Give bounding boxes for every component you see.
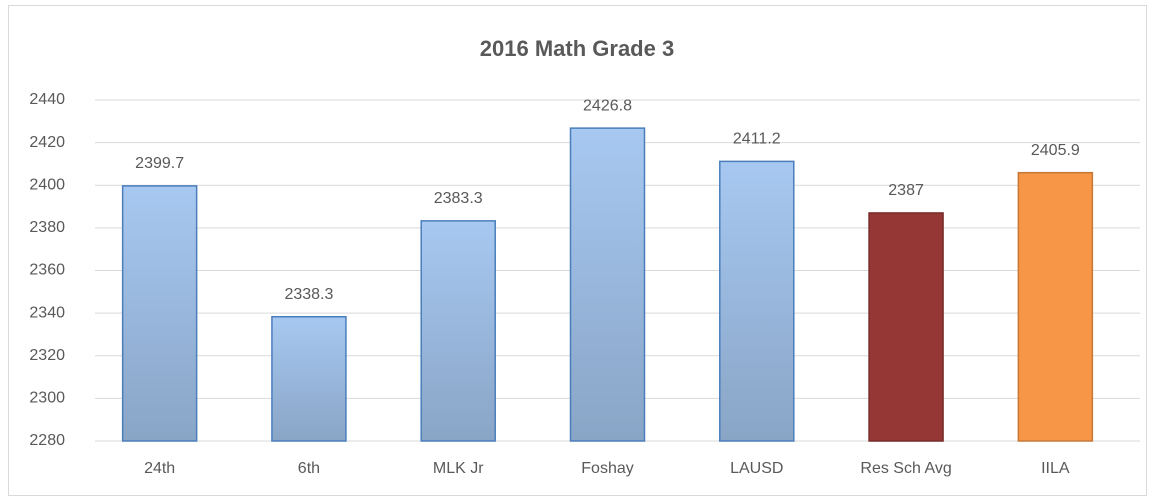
y-tick-label: 2380 bbox=[29, 219, 65, 236]
x-tick-label: 24th bbox=[144, 460, 175, 477]
bar bbox=[271, 315, 347, 442]
data-label: 2426.8 bbox=[583, 97, 632, 114]
data-label: 2383.3 bbox=[434, 190, 483, 207]
y-tick-label: 2440 bbox=[29, 91, 65, 108]
data-label: 2387 bbox=[888, 182, 924, 199]
y-tick-label: 2300 bbox=[29, 390, 65, 407]
y-tick-label: 2360 bbox=[29, 262, 65, 279]
y-tick-label: 2400 bbox=[29, 176, 65, 193]
x-tick-label: 6th bbox=[298, 460, 320, 477]
data-label: 2338.3 bbox=[284, 286, 333, 303]
chart-title: 2016 Math Grade 3 bbox=[480, 36, 674, 61]
bar bbox=[719, 160, 795, 442]
y-tick-label: 2420 bbox=[29, 134, 65, 151]
bar bbox=[569, 127, 646, 442]
x-tick-label: LAUSD bbox=[730, 460, 783, 477]
x-tick-label: Foshay bbox=[581, 460, 633, 477]
data-label: 2405.9 bbox=[1031, 142, 1080, 159]
bar bbox=[420, 220, 496, 442]
data-label: 2411.2 bbox=[733, 131, 781, 148]
y-tick-label: 2340 bbox=[29, 304, 65, 321]
x-tick-label: MLK Jr bbox=[433, 460, 484, 477]
y-tick-label: 2280 bbox=[29, 432, 65, 449]
x-tick-label: IILA bbox=[1041, 460, 1070, 477]
y-tick-label: 2320 bbox=[29, 347, 65, 364]
bar bbox=[121, 185, 198, 442]
bar bbox=[868, 212, 944, 442]
x-tick-label: Res Sch Avg bbox=[860, 460, 951, 477]
data-label: 2399.7 bbox=[135, 155, 184, 172]
bar bbox=[1017, 171, 1094, 442]
